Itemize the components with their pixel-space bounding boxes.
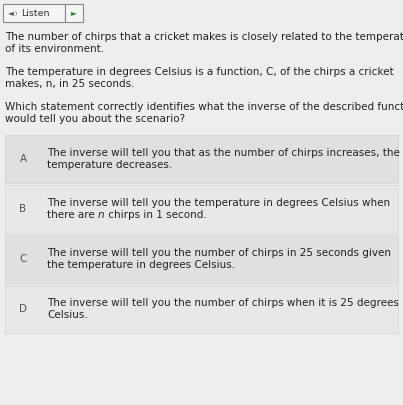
Text: Which statement correctly identifies what the inverse of the described function: Which statement correctly identifies wha…	[5, 102, 403, 112]
Text: ◄: ◄	[8, 9, 14, 17]
Text: ): )	[15, 11, 17, 15]
Text: The inverse will tell you the temperature in degrees Celsius when: The inverse will tell you the temperatur…	[47, 198, 390, 208]
Bar	[5, 185, 398, 233]
Text: A: A	[19, 154, 27, 164]
Text: the temperature in degrees Celsius.: the temperature in degrees Celsius.	[47, 260, 235, 270]
Text: The inverse will tell you that as the number of chirps increases, the: The inverse will tell you that as the nu…	[47, 148, 400, 158]
Text: n: n	[98, 210, 105, 220]
Bar	[65, 4, 83, 22]
Text: The temperature in degrees Celsius is a function, C, of the chirps a cricket: The temperature in degrees Celsius is a …	[5, 67, 394, 77]
Text: temperature decreases.: temperature decreases.	[47, 160, 172, 170]
Text: there are: there are	[47, 210, 98, 220]
Text: The number of chirps that a cricket makes is closely related to the temperature: The number of chirps that a cricket make…	[5, 32, 403, 42]
Text: Listen: Listen	[21, 9, 49, 17]
Bar	[5, 235, 398, 283]
Text: The inverse will tell you the number of chirps when it is 25 degrees: The inverse will tell you the number of …	[47, 298, 399, 308]
Text: The inverse will tell you the number of chirps in 25 seconds given: The inverse will tell you the number of …	[47, 248, 391, 258]
Text: D: D	[19, 304, 27, 314]
Text: of its environment.: of its environment.	[5, 45, 104, 55]
Text: C: C	[19, 254, 27, 264]
Bar	[5, 135, 398, 183]
Text: ►: ►	[71, 9, 77, 17]
Text: B: B	[19, 204, 27, 214]
Bar	[5, 285, 398, 333]
Text: Celsius.: Celsius.	[47, 310, 88, 320]
Text: chirps in 1 second.: chirps in 1 second.	[105, 210, 206, 220]
Bar	[3, 4, 65, 22]
Text: makes, n, in 25 seconds.: makes, n, in 25 seconds.	[5, 79, 135, 90]
Text: would tell you about the scenario?: would tell you about the scenario?	[5, 115, 185, 124]
